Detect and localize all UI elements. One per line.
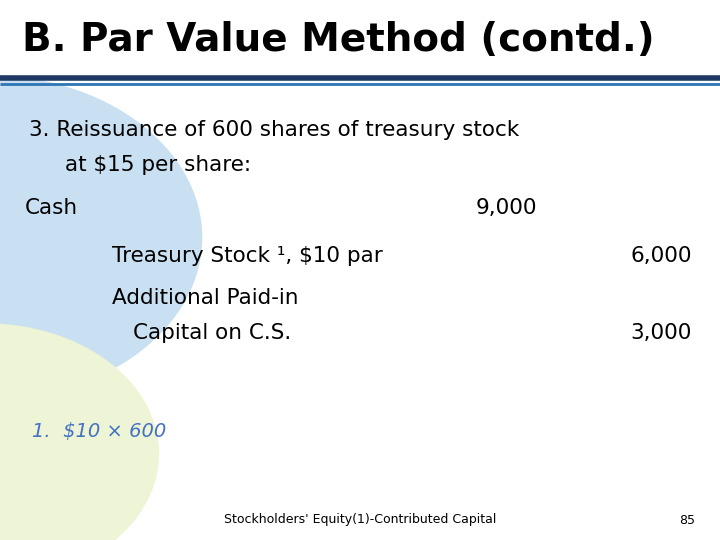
Text: 1.  $10 × 600: 1. $10 × 600 bbox=[32, 422, 166, 442]
Text: 9,000: 9,000 bbox=[475, 198, 536, 218]
Text: Treasury Stock ¹, $10 par: Treasury Stock ¹, $10 par bbox=[112, 246, 382, 267]
Circle shape bbox=[0, 76, 202, 400]
Circle shape bbox=[0, 324, 158, 540]
Text: B. Par Value Method (contd.): B. Par Value Method (contd.) bbox=[22, 22, 654, 59]
Text: Cash: Cash bbox=[25, 198, 78, 218]
Text: 85: 85 bbox=[679, 514, 695, 526]
Text: Capital on C.S.: Capital on C.S. bbox=[133, 323, 292, 343]
Text: at $15 per share:: at $15 per share: bbox=[65, 154, 251, 175]
Text: 3. Reissuance of 600 shares of treasury stock: 3. Reissuance of 600 shares of treasury … bbox=[29, 119, 519, 140]
Text: 6,000: 6,000 bbox=[630, 246, 691, 267]
Text: Stockholders' Equity(1)-Contributed Capital: Stockholders' Equity(1)-Contributed Capi… bbox=[224, 514, 496, 526]
Text: Additional Paid-in: Additional Paid-in bbox=[112, 288, 298, 308]
Text: 3,000: 3,000 bbox=[630, 323, 691, 343]
